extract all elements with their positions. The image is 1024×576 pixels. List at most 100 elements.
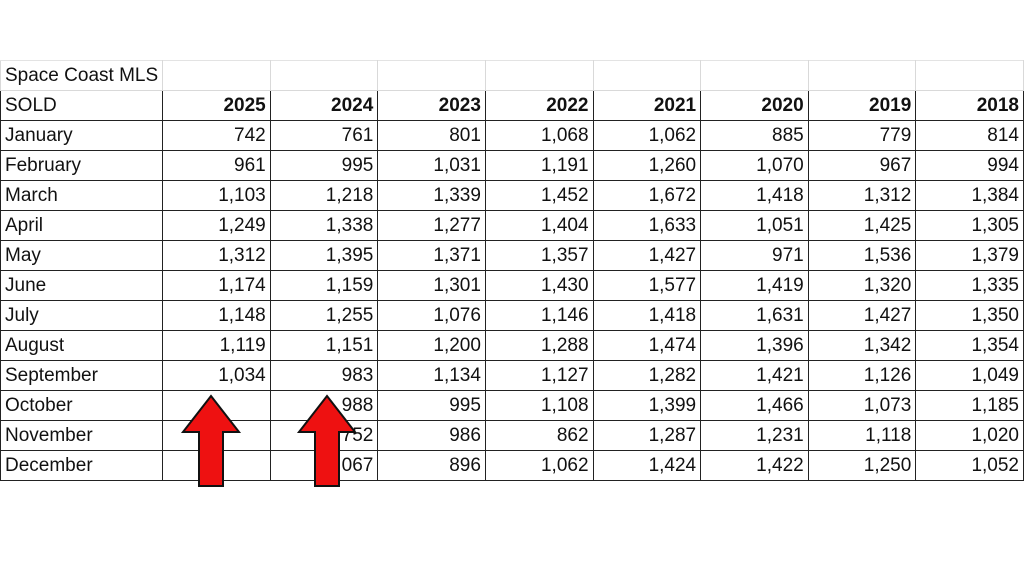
value-cell[interactable]: 1,108 [485, 390, 594, 421]
value-cell[interactable]: 761 [270, 120, 379, 151]
value-cell[interactable]: 1,288 [485, 330, 594, 361]
empty-cell[interactable] [162, 60, 271, 91]
value-cell[interactable]: 1,419 [700, 270, 809, 301]
value-cell[interactable]: 1,062 [485, 450, 594, 481]
value-cell[interactable]: 1,395 [270, 240, 379, 271]
value-cell[interactable]: 1,536 [808, 240, 917, 271]
value-cell[interactable]: 1,174 [162, 270, 271, 301]
sheet-title[interactable]: Space Coast MLS [0, 60, 164, 91]
value-cell[interactable]: 1,052 [915, 450, 1024, 481]
value-cell[interactable]: 742 [162, 120, 271, 151]
value-cell[interactable]: 1,067 [270, 450, 379, 481]
value-cell[interactable]: 988 [270, 390, 379, 421]
month-label[interactable]: November [0, 420, 164, 451]
month-label[interactable]: May [0, 240, 164, 271]
value-cell[interactable]: 1,070 [700, 150, 809, 181]
value-cell[interactable]: 1,384 [915, 180, 1024, 211]
value-cell[interactable]: 885 [700, 120, 809, 151]
value-cell[interactable]: 995 [270, 150, 379, 181]
value-cell[interactable]: 1,119 [162, 330, 271, 361]
value-cell[interactable]: 1,371 [377, 240, 486, 271]
value-cell[interactable]: 1,049 [915, 360, 1024, 391]
value-cell[interactable]: 1,020 [915, 420, 1024, 451]
value-cell[interactable] [162, 420, 271, 451]
month-label[interactable]: July [0, 300, 164, 331]
empty-cell[interactable] [808, 60, 917, 91]
value-cell[interactable]: 1,350 [915, 300, 1024, 331]
value-cell[interactable]: 983 [270, 360, 379, 391]
value-cell[interactable]: 1,287 [593, 420, 702, 451]
value-cell[interactable]: 1,466 [700, 390, 809, 421]
value-cell[interactable]: 1,076 [377, 300, 486, 331]
month-label[interactable]: September [0, 360, 164, 391]
value-cell[interactable]: 1,399 [593, 390, 702, 421]
value-cell[interactable]: 1,277 [377, 210, 486, 241]
value-cell[interactable]: 1,103 [162, 180, 271, 211]
value-cell[interactable]: 1,282 [593, 360, 702, 391]
value-cell[interactable]: 1,354 [915, 330, 1024, 361]
value-cell[interactable]: 1,134 [377, 360, 486, 391]
value-cell[interactable]: 1,250 [808, 450, 917, 481]
value-cell[interactable]: 1,312 [162, 240, 271, 271]
value-cell[interactable]: 862 [485, 420, 594, 451]
value-cell[interactable]: 1,577 [593, 270, 702, 301]
value-cell[interactable]: 814 [915, 120, 1024, 151]
value-cell[interactable] [162, 390, 271, 421]
month-label[interactable]: January [0, 120, 164, 151]
value-cell[interactable]: 971 [700, 240, 809, 271]
value-cell[interactable]: 1,191 [485, 150, 594, 181]
month-label[interactable]: April [0, 210, 164, 241]
value-cell[interactable]: 1,031 [377, 150, 486, 181]
value-cell[interactable]: 1,425 [808, 210, 917, 241]
value-cell[interactable]: 1,126 [808, 360, 917, 391]
value-cell[interactable]: 1,159 [270, 270, 379, 301]
empty-cell[interactable] [377, 60, 486, 91]
value-cell[interactable]: 1,320 [808, 270, 917, 301]
empty-cell[interactable] [915, 60, 1024, 91]
value-cell[interactable]: 994 [915, 150, 1024, 181]
year-header[interactable]: 2021 [593, 90, 702, 121]
value-cell[interactable]: 1,200 [377, 330, 486, 361]
value-cell[interactable]: 1,231 [700, 420, 809, 451]
value-cell[interactable]: 1,474 [593, 330, 702, 361]
value-cell[interactable]: 1,421 [700, 360, 809, 391]
year-header[interactable]: 2018 [915, 90, 1024, 121]
empty-cell[interactable] [593, 60, 702, 91]
value-cell[interactable]: 1,034 [162, 360, 271, 391]
value-cell[interactable]: 1,185 [915, 390, 1024, 421]
value-cell[interactable] [162, 450, 271, 481]
value-cell[interactable]: 1,418 [700, 180, 809, 211]
value-cell[interactable]: 1,418 [593, 300, 702, 331]
empty-cell[interactable] [270, 60, 379, 91]
value-cell[interactable]: 986 [377, 420, 486, 451]
year-header[interactable]: 2024 [270, 90, 379, 121]
value-cell[interactable]: 1,357 [485, 240, 594, 271]
value-cell[interactable]: 1,305 [915, 210, 1024, 241]
value-cell[interactable]: 1,396 [700, 330, 809, 361]
value-cell[interactable]: 1,148 [162, 300, 271, 331]
month-label[interactable]: December [0, 450, 164, 481]
value-cell[interactable]: 1,338 [270, 210, 379, 241]
empty-cell[interactable] [700, 60, 809, 91]
value-cell[interactable]: 1,073 [808, 390, 917, 421]
month-label[interactable]: August [0, 330, 164, 361]
value-cell[interactable]: 801 [377, 120, 486, 151]
corner-label[interactable]: SOLD [0, 90, 164, 121]
value-cell[interactable]: 1,146 [485, 300, 594, 331]
value-cell[interactable]: 1,312 [808, 180, 917, 211]
value-cell[interactable]: 1,379 [915, 240, 1024, 271]
value-cell[interactable]: 1,068 [485, 120, 594, 151]
value-cell[interactable]: 1,062 [593, 120, 702, 151]
value-cell[interactable]: 961 [162, 150, 271, 181]
value-cell[interactable]: 1,672 [593, 180, 702, 211]
value-cell[interactable]: 1,339 [377, 180, 486, 211]
value-cell[interactable]: 779 [808, 120, 917, 151]
value-cell[interactable]: 1,151 [270, 330, 379, 361]
value-cell[interactable]: 1,452 [485, 180, 594, 211]
year-header[interactable]: 2025 [162, 90, 271, 121]
value-cell[interactable]: 1,427 [593, 240, 702, 271]
value-cell[interactable]: 1,249 [162, 210, 271, 241]
value-cell[interactable]: 1,255 [270, 300, 379, 331]
year-header[interactable]: 2019 [808, 90, 917, 121]
value-cell[interactable]: 752 [270, 420, 379, 451]
